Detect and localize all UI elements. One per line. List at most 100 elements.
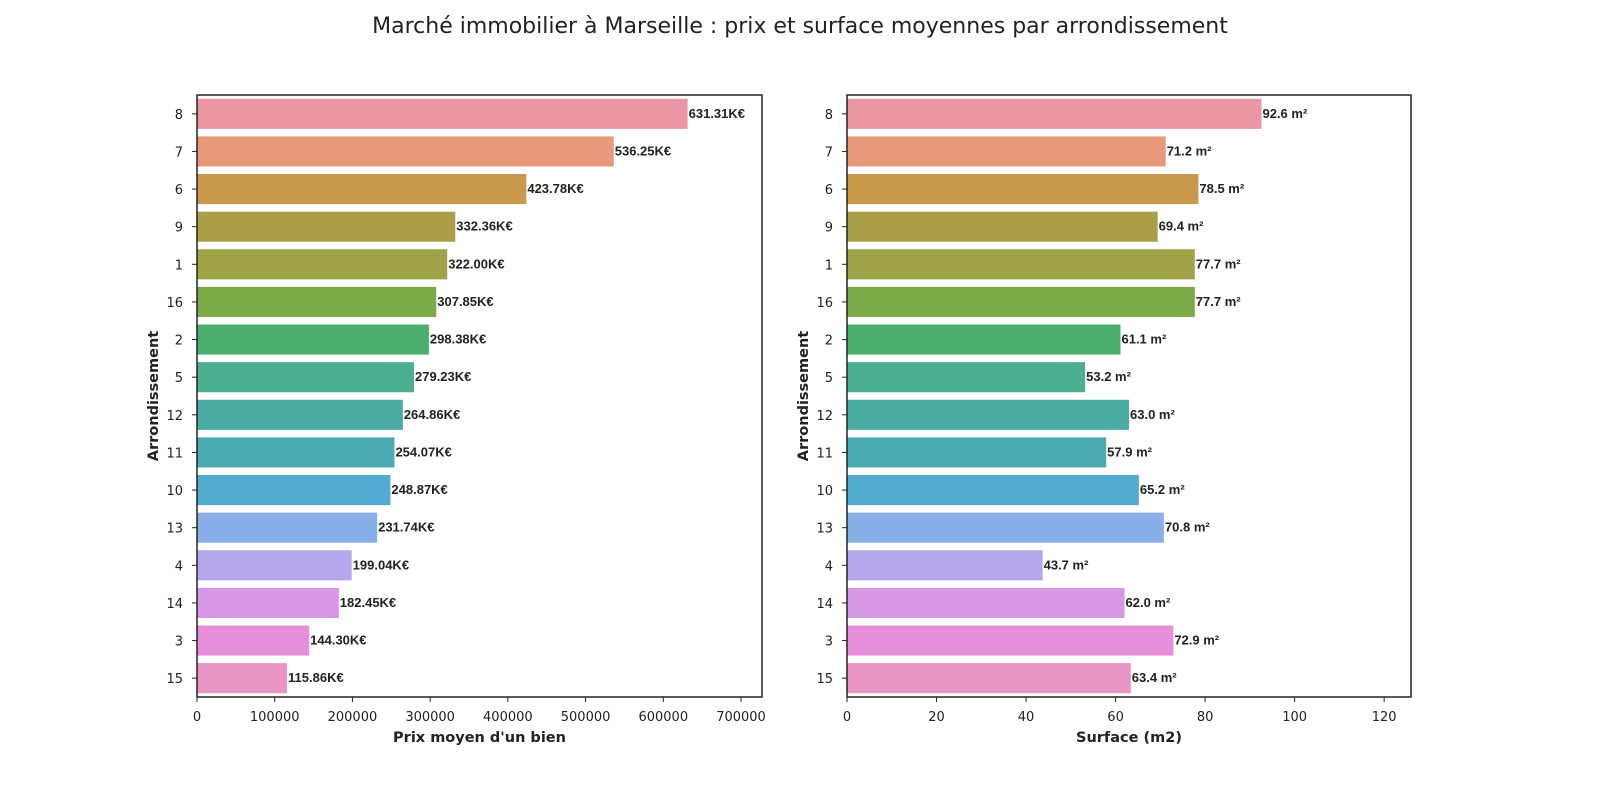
price-y-tick-label: 13 (166, 522, 183, 537)
surface-y-tick-label: 9 (825, 221, 833, 236)
surface-x-tick-label: 40 (1018, 710, 1035, 725)
surface-bar-label: 43.7 m² (1044, 557, 1089, 572)
surface-bar (847, 475, 1139, 506)
surface-bar-label: 69.4 m² (1159, 219, 1204, 234)
price-y-tick-label: 6 (175, 183, 183, 198)
surface-y-axis-label: Arrondissement (796, 331, 812, 462)
price-axes-frame (196, 94, 763, 698)
price-bar-label: 248.87K€ (391, 482, 447, 497)
price-x-tick-label: 400000 (483, 710, 533, 725)
price-bar-label: 144.30K€ (310, 633, 366, 648)
surface-y-tick-label: 3 (825, 635, 833, 650)
surface-y-tick-label: 11 (816, 446, 833, 461)
price-bar-label: 254.07K€ (395, 444, 451, 459)
surface-bar (847, 663, 1131, 694)
surface-panel: 92.6 m² 8 71.2 m² 7 78.5 m² 6 69.4 m² 9 77.7 m² 1… (796, 94, 1412, 746)
price-x-tick-label: 500000 (561, 710, 611, 725)
price-bar (197, 550, 352, 581)
price-bar (197, 136, 614, 167)
surface-x-tick-label: 120 (1372, 710, 1397, 725)
surface-x-tick-label: 60 (1107, 710, 1124, 725)
surface-y-tick-label: 16 (816, 296, 833, 311)
price-y-tick-label: 15 (166, 672, 183, 687)
price-y-tick-label: 10 (166, 484, 183, 499)
surface-bar-label: 78.5 m² (1199, 181, 1244, 196)
price-bar (197, 625, 310, 656)
price-bar (197, 362, 415, 393)
surface-bar-label: 77.7 m² (1196, 294, 1241, 309)
price-y-tick-label: 8 (175, 108, 183, 123)
price-y-tick-label: 7 (175, 145, 183, 160)
price-bar-label: 298.38K€ (430, 332, 486, 347)
price-bar-label: 631.31K€ (689, 106, 745, 121)
surface-x-tick-label: 80 (1197, 710, 1214, 725)
price-bar-label: 307.85K€ (437, 294, 493, 309)
surface-y-tick-label: 2 (825, 334, 833, 349)
surface-bar (847, 249, 1195, 280)
surface-bar (847, 362, 1086, 393)
price-bar-label: 115.86K€ (288, 670, 344, 685)
price-bar (197, 663, 288, 694)
price-y-tick-label: 11 (166, 446, 183, 461)
price-bar-label: 536.25K€ (615, 143, 671, 158)
price-bar-label: 182.45K€ (340, 595, 396, 610)
surface-bar-label: 63.4 m² (1132, 670, 1177, 685)
price-bar-label: 423.78K€ (527, 181, 583, 196)
surface-x-tick-label: 100 (1282, 710, 1307, 725)
price-bar-label: 264.86K€ (404, 407, 460, 422)
surface-bar (847, 550, 1043, 581)
surface-bar (847, 174, 1199, 205)
price-x-tick-label: 700000 (716, 710, 766, 725)
price-bar (197, 475, 391, 506)
price-y-axis-label: Arrondissement (146, 331, 162, 462)
price-bar (197, 399, 403, 430)
price-bar-label: 279.23K€ (415, 369, 471, 384)
price-bar (197, 98, 688, 129)
price-y-tick-label: 16 (166, 296, 183, 311)
surface-bar (847, 587, 1125, 618)
surface-bar-label: 70.8 m² (1165, 520, 1210, 535)
price-panel: 631.31K€ 8 536.25K€ 7 423.78K€ 6 332.36K€ 9 322.… (146, 94, 766, 746)
price-x-tick-label: 200000 (328, 710, 378, 725)
surface-y-tick-label: 5 (825, 371, 833, 386)
price-y-tick-label: 9 (175, 221, 183, 236)
price-x-axis-label: Prix moyen d'un bien (393, 730, 566, 746)
surface-x-tick-label: 20 (928, 710, 945, 725)
surface-bar (847, 211, 1158, 242)
surface-y-tick-label: 10 (816, 484, 833, 499)
surface-y-tick-label: 13 (816, 522, 833, 537)
price-x-tick-label: 0 (193, 710, 201, 725)
price-bar (197, 249, 448, 280)
price-bar (197, 324, 429, 355)
price-bar (197, 211, 456, 242)
chart-title: Marché immobilier à Marseille : prix et … (372, 14, 1228, 39)
surface-bar-label: 57.9 m² (1107, 444, 1152, 459)
price-bar-label: 231.74K€ (378, 520, 434, 535)
price-y-tick-label: 5 (175, 371, 183, 386)
price-bar-label: 332.36K€ (456, 219, 512, 234)
price-x-tick-label: 100000 (250, 710, 300, 725)
surface-bar (847, 512, 1164, 543)
price-bar (197, 512, 378, 543)
surface-bar-label: 77.7 m² (1196, 256, 1241, 271)
price-bar-label: 322.00K€ (448, 256, 504, 271)
surface-bar (847, 625, 1174, 656)
price-x-tick-label: 600000 (638, 710, 688, 725)
surface-axes-frame (846, 94, 1412, 698)
surface-bar-label: 71.2 m² (1167, 143, 1212, 158)
price-bar (197, 587, 339, 618)
price-y-tick-label: 2 (175, 334, 183, 349)
price-y-tick-label: 12 (166, 409, 183, 424)
price-bar (197, 286, 437, 317)
price-bar (197, 437, 395, 468)
price-bar-label: 199.04K€ (353, 557, 409, 572)
surface-bar-label: 92.6 m² (1262, 106, 1307, 121)
surface-bar (847, 437, 1107, 468)
surface-bar (847, 399, 1129, 430)
surface-bar-label: 53.2 m² (1086, 369, 1131, 384)
price-bar (197, 174, 527, 205)
price-x-tick-label: 300000 (405, 710, 455, 725)
price-y-tick-label: 1 (175, 258, 183, 273)
